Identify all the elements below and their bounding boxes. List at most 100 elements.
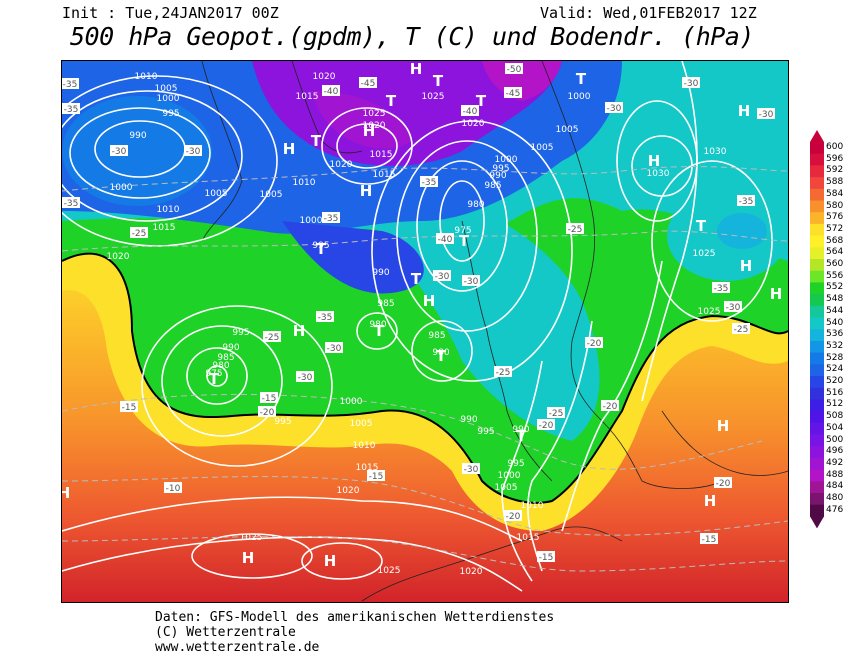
temperature-label: -35 xyxy=(62,103,80,115)
low-pressure-marker: T xyxy=(311,132,322,150)
svg-text:-30: -30 xyxy=(464,277,479,287)
legend-swatch xyxy=(810,446,824,459)
legend-swatch xyxy=(810,188,824,201)
isobar-label: 1000 xyxy=(498,471,521,481)
svg-text:-20: -20 xyxy=(603,402,618,412)
isobar-labels: 1010100510009959901000100510101015102010… xyxy=(107,72,727,577)
isobar-label: 995 xyxy=(274,417,291,427)
high-pressure-marker: H xyxy=(324,552,337,570)
temperature-label: -15 xyxy=(700,533,718,545)
legend-swatch xyxy=(810,504,824,517)
legend-swatch xyxy=(810,270,824,283)
isobar-label: 980 xyxy=(432,348,449,358)
isobar-label: 990 xyxy=(489,171,506,181)
low-pressure-marker: T xyxy=(436,347,447,365)
isobar-label: 1000 xyxy=(340,397,363,407)
svg-text:-30: -30 xyxy=(464,465,479,475)
temperature-label: -35 xyxy=(316,311,334,323)
legend-label: 520 xyxy=(826,376,844,386)
temperature-label: -25 xyxy=(494,366,512,378)
field-blue-east xyxy=(717,213,767,249)
isobar-label: 1005 xyxy=(531,143,554,153)
temperature-label: -30 xyxy=(110,145,128,157)
svg-text:-30: -30 xyxy=(112,147,127,157)
legend-label: 532 xyxy=(826,340,844,351)
isobar-label: 975 xyxy=(205,369,222,379)
isobar-label: 995 xyxy=(312,241,329,251)
legend-swatch xyxy=(810,235,824,248)
high-pressure-marker: H xyxy=(293,322,306,340)
isobar-label: 1015 xyxy=(517,533,540,543)
pressure-centers: TTTTTTTTTTTTTTHHHHHHHHHHHHHHH xyxy=(62,61,782,570)
temperature-label: -35 xyxy=(62,78,79,90)
legend-swatch xyxy=(810,177,824,190)
isobar-label: 1015 xyxy=(370,150,393,160)
isobar-label: 990 xyxy=(372,268,389,278)
low-pressure-marker: T xyxy=(516,427,527,445)
svg-text:-15: -15 xyxy=(369,472,384,482)
svg-text:-35: -35 xyxy=(324,214,339,224)
isobar-label: 1010 xyxy=(293,178,316,188)
isobar-label: 1020 xyxy=(363,121,386,131)
isobar-label: 1020 xyxy=(330,160,353,170)
legend-label: 476 xyxy=(826,504,844,515)
legend-label: 544 xyxy=(826,305,844,316)
high-pressure-marker: H xyxy=(410,61,423,78)
footer-copyright: (C) Wetterzentrale xyxy=(155,625,296,640)
svg-text:-45: -45 xyxy=(506,89,521,99)
isobar-label: 1030 xyxy=(704,147,727,157)
high-pressure-marker: H xyxy=(648,152,661,170)
legend-swatch xyxy=(810,223,824,237)
isobar-label: 1005 xyxy=(556,125,579,135)
weather-map-canvas: TTTTTTTTTTTTTTHHHHHHHHHHHHHHH 1010100510… xyxy=(62,61,788,602)
isobar-label: 1025 xyxy=(240,533,263,543)
temperature-label: -30 xyxy=(296,371,314,383)
legend-swatch xyxy=(810,329,824,342)
temperature-label: -30 xyxy=(462,275,480,287)
isobar-label: 990 xyxy=(129,131,146,141)
contour-552 xyxy=(62,252,788,504)
temperature-label: -15 xyxy=(537,551,555,563)
high-pressure-marker: H xyxy=(770,285,783,303)
svg-text:-20: -20 xyxy=(539,421,554,431)
legend-swatch xyxy=(810,376,824,389)
legend-label: 516 xyxy=(826,387,844,398)
low-pressure-marker: T xyxy=(476,92,487,110)
temperature-label: -25 xyxy=(130,227,148,239)
isobar-label: 975 xyxy=(454,226,471,236)
field-blue-low xyxy=(282,221,424,294)
high-pressure-marker: H xyxy=(242,549,255,567)
isobar-label: 1005 xyxy=(495,483,518,493)
legend-swatch xyxy=(810,364,824,377)
map-title: 500 hPa Geopot.(gpdm), T (C) und Bodendr… xyxy=(70,22,754,51)
temperature-label: -30 xyxy=(724,301,742,313)
svg-text:-30: -30 xyxy=(298,373,313,383)
isobar-label: 1020 xyxy=(462,119,485,129)
low-pressure-marker: T xyxy=(696,217,707,235)
svg-text:-25: -25 xyxy=(734,325,749,335)
low-pressure-marker: T xyxy=(411,270,422,288)
legend-label: 552 xyxy=(826,282,844,293)
legend-label: 548 xyxy=(826,294,844,305)
isobar-label: 1020 xyxy=(107,252,130,262)
legend-swatch xyxy=(810,340,824,354)
svg-text:-35: -35 xyxy=(64,199,79,209)
svg-text:-40: -40 xyxy=(463,107,478,117)
legend-label: 580 xyxy=(826,200,844,211)
isobar-label: 995 xyxy=(507,459,524,469)
high-pressure-marker: H xyxy=(740,257,753,275)
svg-text:-20: -20 xyxy=(260,408,275,418)
legend-label: 496 xyxy=(826,446,844,457)
legend-swatch xyxy=(810,493,824,506)
isobar-label: 985 xyxy=(428,331,445,341)
high-pressure-marker: H xyxy=(704,492,717,510)
valid-time: Valid: Wed,01FEB2017 12Z xyxy=(540,4,757,22)
temperature-label: -20 xyxy=(585,337,603,349)
svg-text:-20: -20 xyxy=(716,479,731,489)
high-pressure-marker: H xyxy=(62,484,70,502)
legend-label: 488 xyxy=(826,469,844,480)
isobar-label: 980 xyxy=(467,200,484,210)
isobar-label: 1020 xyxy=(460,567,483,577)
low-pressure-marker: T xyxy=(459,232,470,250)
legend-swatch xyxy=(810,352,824,365)
